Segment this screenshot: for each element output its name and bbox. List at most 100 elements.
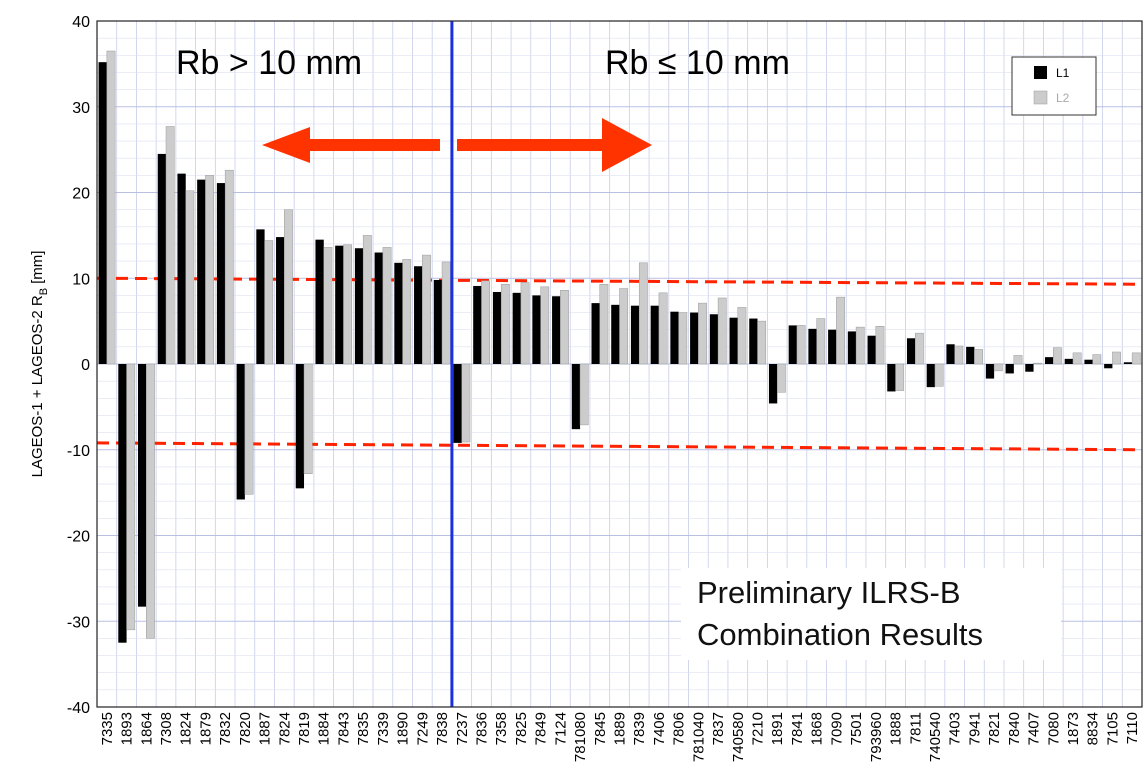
bar-l2-7237 [461, 363, 471, 443]
x-tick-label: 1884 [316, 712, 333, 745]
x-tick-label: 7124 [552, 712, 569, 745]
bar-l1-7820 [236, 364, 245, 500]
x-tick-label: 1879 [197, 712, 214, 745]
bar-l2-7407 [1033, 362, 1043, 365]
bar-l2-7308 [165, 126, 175, 365]
bar-l1-7110 [1123, 362, 1133, 364]
bar-l1-7811 [906, 338, 916, 364]
left-region-label: Rb > 10 mm [176, 44, 362, 82]
bar-l1-1868 [808, 328, 817, 364]
bar-l2-7941 [974, 349, 983, 365]
bar-l2-7821 [993, 363, 1003, 372]
bar-l2-7339 [382, 247, 392, 365]
x-tick-label: 1891 [769, 712, 786, 745]
bar-l2-1890 [402, 259, 412, 365]
bar-l2-781080 [579, 363, 589, 426]
x-tick-label: 7308 [158, 712, 175, 745]
x-tick-label: 7811 [907, 712, 924, 744]
x-tick-label: 1824 [178, 712, 195, 745]
y-tick-label: -40 [67, 700, 90, 717]
bar-l2-1893 [126, 363, 136, 631]
legend-swatch-l1 [1034, 66, 1047, 79]
bar-l1-1891 [768, 364, 778, 404]
x-tick-label: 7080 [1045, 712, 1062, 745]
bar-l1-7832 [216, 183, 226, 364]
bar-l2-1884 [323, 247, 333, 365]
bar-l1-7849 [532, 295, 541, 364]
x-tick-label: 7832 [217, 712, 234, 745]
x-tick-label: 1888 [888, 712, 905, 745]
bar-l2-1868 [816, 318, 826, 365]
bar-l2-7839 [638, 262, 648, 365]
bar-l1-7845 [591, 303, 600, 364]
bar-l2-7806 [678, 312, 688, 365]
x-tick-label: 7820 [237, 712, 254, 745]
plot-frame [96, 20, 1143, 708]
x-tick-label: 7825 [513, 712, 530, 745]
bar-l2-7249 [422, 254, 431, 365]
x-tick-label: 7407 [1026, 712, 1043, 745]
bar-l1-7339 [374, 252, 383, 364]
bar-l2-1888 [895, 363, 905, 391]
bar-l2-7840 [1013, 355, 1023, 365]
bar-l2-7825 [520, 282, 530, 365]
bar-l2-781040 [698, 302, 707, 365]
bar-l1-793960 [867, 335, 876, 364]
x-tick-label: 7335 [99, 712, 116, 745]
x-tick-label: 781040 [690, 712, 707, 762]
y-tick-label: 10 [72, 271, 90, 288]
bar-l1-7843 [335, 245, 344, 364]
bar-l2-7841 [796, 325, 806, 365]
bar-l2-1873 [1072, 352, 1082, 365]
x-tick-label: 7843 [335, 712, 352, 745]
bar-l2-740540 [934, 363, 944, 387]
bar-l1-7837 [709, 314, 719, 364]
legend-label-l1: L1 [1056, 66, 1070, 80]
bar-l1-7839 [630, 305, 640, 364]
x-tick-label: 8834 [1085, 712, 1102, 745]
reference-line-2 [96, 441, 1143, 452]
bar-l1-1879 [197, 179, 206, 364]
x-tick-label: 7941 [966, 712, 983, 745]
bar-l1-7080 [1044, 357, 1054, 364]
x-tick-label: 7403 [947, 712, 964, 745]
legend: L1 L2 [1011, 56, 1097, 116]
bar-l2-1889 [619, 288, 629, 365]
bar-l2-7832 [224, 169, 234, 365]
bar-l1-7335 [98, 62, 107, 364]
x-tick-label: 7836 [473, 712, 490, 745]
y-axis-label-sub: B [38, 288, 50, 295]
x-tick-label: 7806 [671, 712, 688, 745]
note-line-1: Preliminary ILRS-B [697, 575, 961, 610]
x-tick-label: 740540 [927, 712, 944, 762]
bar-l1-7824 [276, 237, 285, 364]
x-tick-label: 7835 [355, 712, 372, 745]
x-tick-label: 7105 [1104, 712, 1121, 745]
bar-l2-8834 [1092, 354, 1102, 365]
x-tick-label: 7249 [414, 712, 431, 745]
x-tick-label: 7824 [276, 712, 293, 745]
bar-l2-1891 [776, 363, 786, 393]
bar-l2-7501 [855, 326, 865, 365]
x-tick-label: 1887 [257, 712, 274, 745]
bar-l1-740580 [729, 317, 738, 364]
y-tick-label: -10 [67, 443, 90, 460]
bar-l2-7824 [284, 209, 293, 365]
right-region-label: Rb ≤ 10 mm [605, 44, 790, 82]
bar-l1-7210 [749, 318, 758, 364]
y-axis-label-main: LAGEOS-1 + LAGEOS-2 R [29, 295, 46, 477]
bar-l2-7210 [757, 320, 767, 365]
bar-l1-7090 [828, 329, 837, 364]
bar-l2-7836 [481, 280, 491, 365]
bar-l1-7358 [492, 291, 502, 364]
bar-l1-8834 [1084, 359, 1093, 364]
y-tick-label: 40 [72, 14, 90, 31]
bar-l1-7308 [157, 153, 167, 364]
bar-l2-740580 [737, 307, 747, 365]
x-tick-label: 1864 [138, 712, 155, 745]
bar-l1-7941 [966, 346, 975, 364]
y-axis-label-unit: [mm] [29, 251, 46, 284]
bar-l1-7407 [1025, 364, 1034, 372]
bar-l2-7837 [717, 297, 727, 365]
bar-l1-740540 [926, 364, 935, 388]
